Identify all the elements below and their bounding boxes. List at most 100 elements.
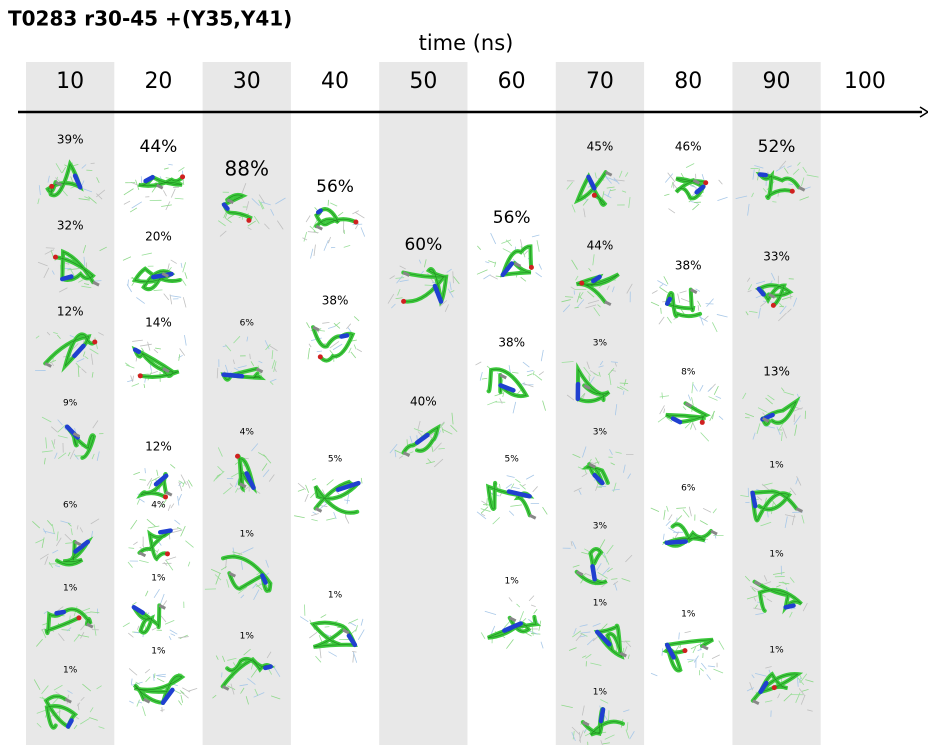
cluster-percent: 12% (57, 305, 84, 319)
side-chain (707, 299, 714, 307)
side-chain (131, 679, 132, 685)
side-chain (154, 290, 163, 291)
structure (129, 668, 197, 715)
cluster-percent: 20% (145, 230, 172, 244)
side-chain (123, 623, 130, 627)
cluster-percent: 1% (240, 632, 255, 642)
side-chain (181, 692, 189, 698)
side-chain (145, 591, 148, 596)
side-chain (483, 275, 490, 279)
side-chain (541, 350, 543, 361)
side-chain (539, 264, 542, 270)
coil-segment (702, 646, 708, 649)
cluster-percent: 13% (763, 365, 790, 379)
structure (123, 589, 189, 640)
side-chain (126, 365, 134, 368)
structure (302, 200, 364, 259)
structure (651, 506, 724, 547)
residue (180, 174, 185, 179)
side-chain (133, 472, 139, 474)
side-chain (147, 519, 155, 526)
side-chain (153, 674, 154, 681)
cluster-percent: 5% (505, 455, 520, 465)
side-chain (361, 227, 365, 236)
helix-segment (262, 576, 265, 583)
side-chain (676, 508, 686, 509)
side-chain (491, 233, 496, 244)
cluster-percent: 38% (675, 259, 702, 273)
side-chain (183, 262, 186, 272)
side-chain (713, 669, 723, 673)
side-chain (154, 349, 158, 352)
side-chain (663, 534, 664, 540)
side-chain (156, 674, 166, 675)
helix-segment (57, 612, 64, 613)
side-chain (128, 280, 129, 287)
cluster-percent: 52% (758, 137, 796, 157)
residue (700, 420, 705, 425)
side-chain (182, 688, 190, 692)
cluster-percent: 33% (763, 250, 790, 264)
time-label: 10 (56, 69, 84, 94)
cluster-percent: 6% (681, 484, 696, 494)
residue (138, 373, 143, 378)
time-label: 30 (233, 69, 261, 94)
side-chain (306, 485, 309, 493)
side-chain (344, 245, 350, 247)
side-chain (512, 372, 518, 373)
residue (772, 685, 777, 690)
side-chain (354, 316, 359, 321)
side-chain (148, 526, 159, 528)
side-chain (361, 478, 362, 483)
side-chain (181, 695, 183, 703)
side-chain (157, 678, 164, 682)
side-chain (152, 187, 156, 192)
time-label: 40 (321, 69, 349, 94)
axis-label: time (ns) (419, 31, 514, 55)
side-chain (344, 500, 350, 501)
figure: T0283 r30-45 +(Y35,Y41) time (ns) 1039%3… (0, 0, 928, 745)
residue (235, 454, 240, 459)
structure (658, 382, 723, 441)
side-chain (314, 245, 316, 256)
side-chain (160, 594, 164, 605)
helix-segment (673, 418, 680, 422)
side-chain (145, 669, 150, 673)
side-chain (523, 362, 529, 367)
side-chain (308, 232, 319, 233)
side-chain (137, 626, 139, 630)
side-chain (145, 468, 146, 473)
cluster-percent: 6% (240, 319, 255, 329)
side-chain (355, 212, 364, 218)
side-chain (485, 611, 496, 614)
side-chain (714, 386, 718, 395)
side-chain (185, 272, 187, 279)
cluster-percent: 1% (593, 599, 608, 609)
side-chain (338, 212, 343, 216)
side-chain (132, 340, 143, 341)
side-chain (180, 349, 185, 356)
side-chain (533, 371, 534, 375)
side-chain (169, 636, 171, 640)
side-chain (178, 167, 184, 171)
side-chain (510, 505, 522, 507)
side-chain (712, 322, 717, 332)
side-chain (716, 396, 721, 398)
side-chain (149, 482, 152, 489)
cluster-percent: 5% (328, 455, 343, 465)
side-chain (361, 619, 363, 626)
side-chain (184, 335, 186, 345)
side-chain (164, 562, 167, 565)
side-chain (701, 663, 706, 669)
residue (771, 303, 776, 308)
side-chain (129, 701, 133, 703)
structure (664, 163, 727, 213)
cluster-percent: 38% (498, 336, 525, 350)
coil-segment (139, 553, 145, 556)
side-chain (707, 674, 711, 679)
side-chain (326, 518, 335, 520)
coil-segment (316, 226, 322, 229)
side-chain (717, 197, 727, 200)
side-chain (178, 496, 179, 505)
coil-segment (316, 508, 322, 511)
